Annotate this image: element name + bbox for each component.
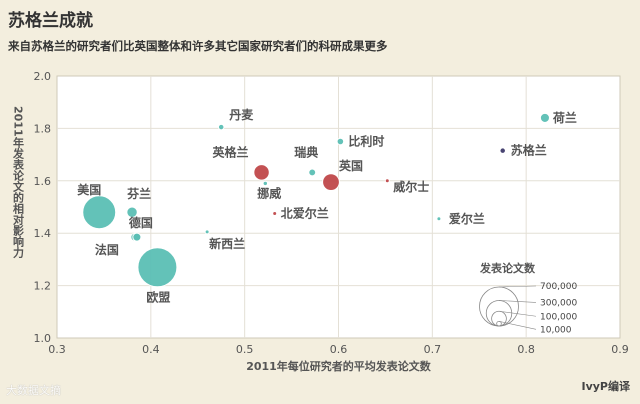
y-tick-label: 2.0 — [34, 70, 52, 83]
point-label-北爱尔兰: 北爱尔兰 — [281, 206, 329, 221]
bubble-欧盟 — [137, 247, 178, 288]
point-label-威尔士: 威尔士 — [393, 179, 429, 194]
point-label-欧盟: 欧盟 — [146, 289, 170, 304]
bubble-英国 — [322, 173, 340, 192]
point-label-苏格兰: 苏格兰 — [511, 143, 547, 158]
legend-value: 700,000 — [540, 282, 577, 292]
legend-leader — [498, 285, 537, 288]
point-label-英国: 英国 — [339, 158, 363, 173]
point-label-新西兰: 新西兰 — [209, 236, 245, 251]
x-tick-label: 0.6 — [330, 343, 348, 356]
x-tick-label: 0.8 — [517, 343, 535, 356]
point-label-瑞典: 瑞典 — [294, 144, 318, 159]
legend-title: 发表论文数 — [479, 261, 536, 275]
bubble-新西兰 — [204, 229, 210, 235]
y-tick-label: 1.6 — [34, 175, 52, 188]
y-tick-label: 1.2 — [34, 280, 52, 293]
x-tick-label: 0.4 — [142, 343, 160, 356]
y-axis-label: 2011年发表论文的相对影响力 — [12, 106, 26, 258]
point-label-美国: 美国 — [77, 182, 101, 197]
legend-leader — [498, 321, 537, 330]
legend-leader — [498, 300, 537, 303]
point-label-英格兰: 英格兰 — [213, 144, 249, 159]
bubble-北爱尔兰 — [272, 211, 278, 217]
bubble-爱尔兰 — [436, 216, 442, 222]
point-label-荷兰: 荷兰 — [552, 110, 577, 125]
point-label-爱尔兰: 爱尔兰 — [449, 211, 485, 226]
bubble-挪威 — [262, 180, 269, 187]
bubble-法国 — [132, 232, 142, 242]
bubble-威尔士 — [384, 178, 390, 184]
x-tick-label: 0.3 — [48, 343, 66, 356]
point-label-挪威: 挪威 — [257, 185, 281, 200]
point-label-比利时: 比利时 — [348, 134, 384, 149]
bubble-比利时 — [336, 137, 345, 146]
legend-value: 10,000 — [540, 325, 572, 335]
point-label-芬兰: 芬兰 — [126, 186, 151, 201]
bubble-美国 — [82, 195, 117, 230]
bubble-苏格兰 — [499, 147, 506, 154]
point-label-德国: 德国 — [129, 215, 153, 230]
point-label-法国: 法国 — [95, 242, 119, 257]
x-axis-label: 2011年每位研究者的平均发表论文数 — [246, 359, 432, 373]
y-tick-label: 1.0 — [34, 332, 52, 345]
y-tick-label: 1.8 — [34, 122, 52, 135]
credit-text: IvyP编译 — [581, 380, 631, 393]
y-tick-label: 1.4 — [34, 227, 52, 240]
x-tick-label: 0.9 — [611, 343, 629, 356]
legend-leader — [498, 310, 537, 317]
point-label-丹麦: 丹麦 — [229, 107, 254, 122]
bubble-瑞典 — [308, 168, 317, 177]
x-tick-label: 0.7 — [424, 343, 442, 356]
chart-title: 苏格兰成就 — [8, 11, 93, 31]
watermark: 大数据文摘 — [6, 384, 61, 397]
legend-value: 100,000 — [540, 312, 577, 322]
bubble-荷兰 — [539, 112, 550, 123]
bubble-丹麦 — [217, 123, 225, 131]
x-tick-label: 0.5 — [236, 343, 254, 356]
legend-value: 300,000 — [540, 298, 577, 308]
chart-subtitle: 来自苏格兰的研究者们比英国整体和许多其它国家研究者们的科研成果更多 — [8, 39, 388, 53]
bubble-英格兰 — [253, 164, 270, 181]
bubble-芬兰 — [126, 206, 138, 218]
